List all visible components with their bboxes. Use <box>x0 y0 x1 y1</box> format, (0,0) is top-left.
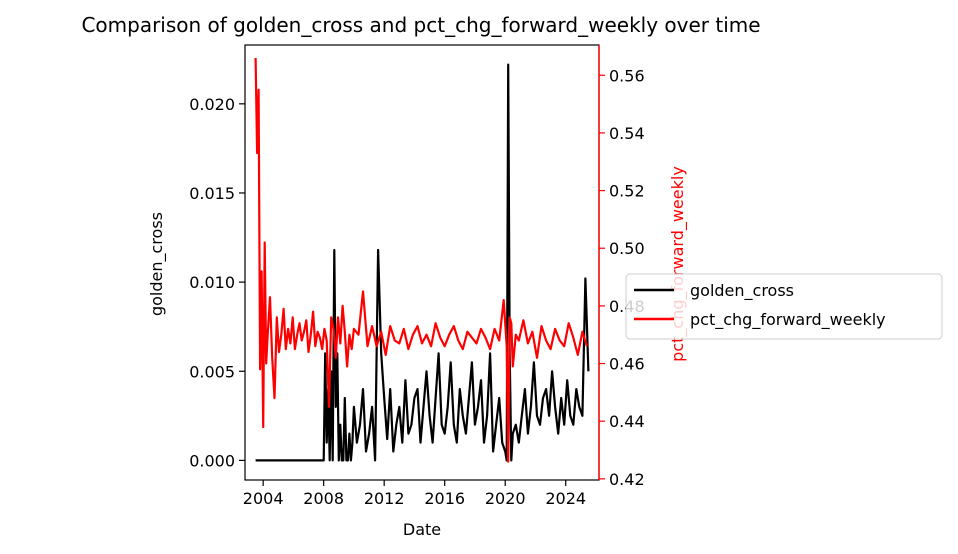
x-tick-label: 2020 <box>485 489 526 508</box>
y-right-tick-label: 0.54 <box>609 124 645 143</box>
y-right-tick-label: 0.56 <box>609 66 645 85</box>
plot-area <box>254 57 590 463</box>
x-axis-ticks: 2004 2008 2012 2016 2020 2024 <box>243 480 586 508</box>
golden-cross-series <box>255 63 590 462</box>
series-line-golden-cross <box>255 63 590 462</box>
legend-label-pct-chg: pct_chg_forward_weekly <box>690 310 886 330</box>
legend-box <box>625 273 943 340</box>
y-right-tick-label: 0.52 <box>609 182 645 201</box>
y-right-axis-ticks: 0.420.440.460.480.500.520.540.56 <box>599 66 645 489</box>
x-tick-label: 2008 <box>303 489 344 508</box>
legend: golden_cross pct_chg_forward_weekly <box>625 273 943 340</box>
chart-title: Comparison of golden_cross and pct_chg_f… <box>81 13 760 37</box>
y-left-axis-ticks: 0.000 0.005 0.010 0.015 0.020 <box>189 95 245 470</box>
x-tick-label: 2024 <box>545 489 586 508</box>
y-right-tick-label: 0.44 <box>609 412 645 431</box>
y-right-tick-label: 0.50 <box>609 239 645 258</box>
y-right-tick-label: 0.42 <box>609 470 645 489</box>
y-left-tick-label: 0.015 <box>189 184 235 203</box>
y-right-tick-label: 0.46 <box>609 355 645 374</box>
x-tick-label: 2012 <box>364 489 405 508</box>
x-tick-label: 2004 <box>243 489 284 508</box>
legend-label-golden-cross: golden_cross <box>690 281 794 301</box>
y-left-tick-label: 0.020 <box>189 95 235 114</box>
pct-chg-forward-weekly-series <box>254 57 588 463</box>
y-left-axis-label: golden_cross <box>147 212 167 316</box>
y-left-tick-label: 0.010 <box>189 273 235 292</box>
y-left-tick-label: 0.005 <box>189 362 235 381</box>
y-left-tick-label: 0.000 <box>189 451 235 470</box>
series-line-pct-chg-forward-weekly <box>254 57 588 463</box>
x-tick-label: 2016 <box>424 489 465 508</box>
x-axis-label: Date <box>403 520 441 539</box>
